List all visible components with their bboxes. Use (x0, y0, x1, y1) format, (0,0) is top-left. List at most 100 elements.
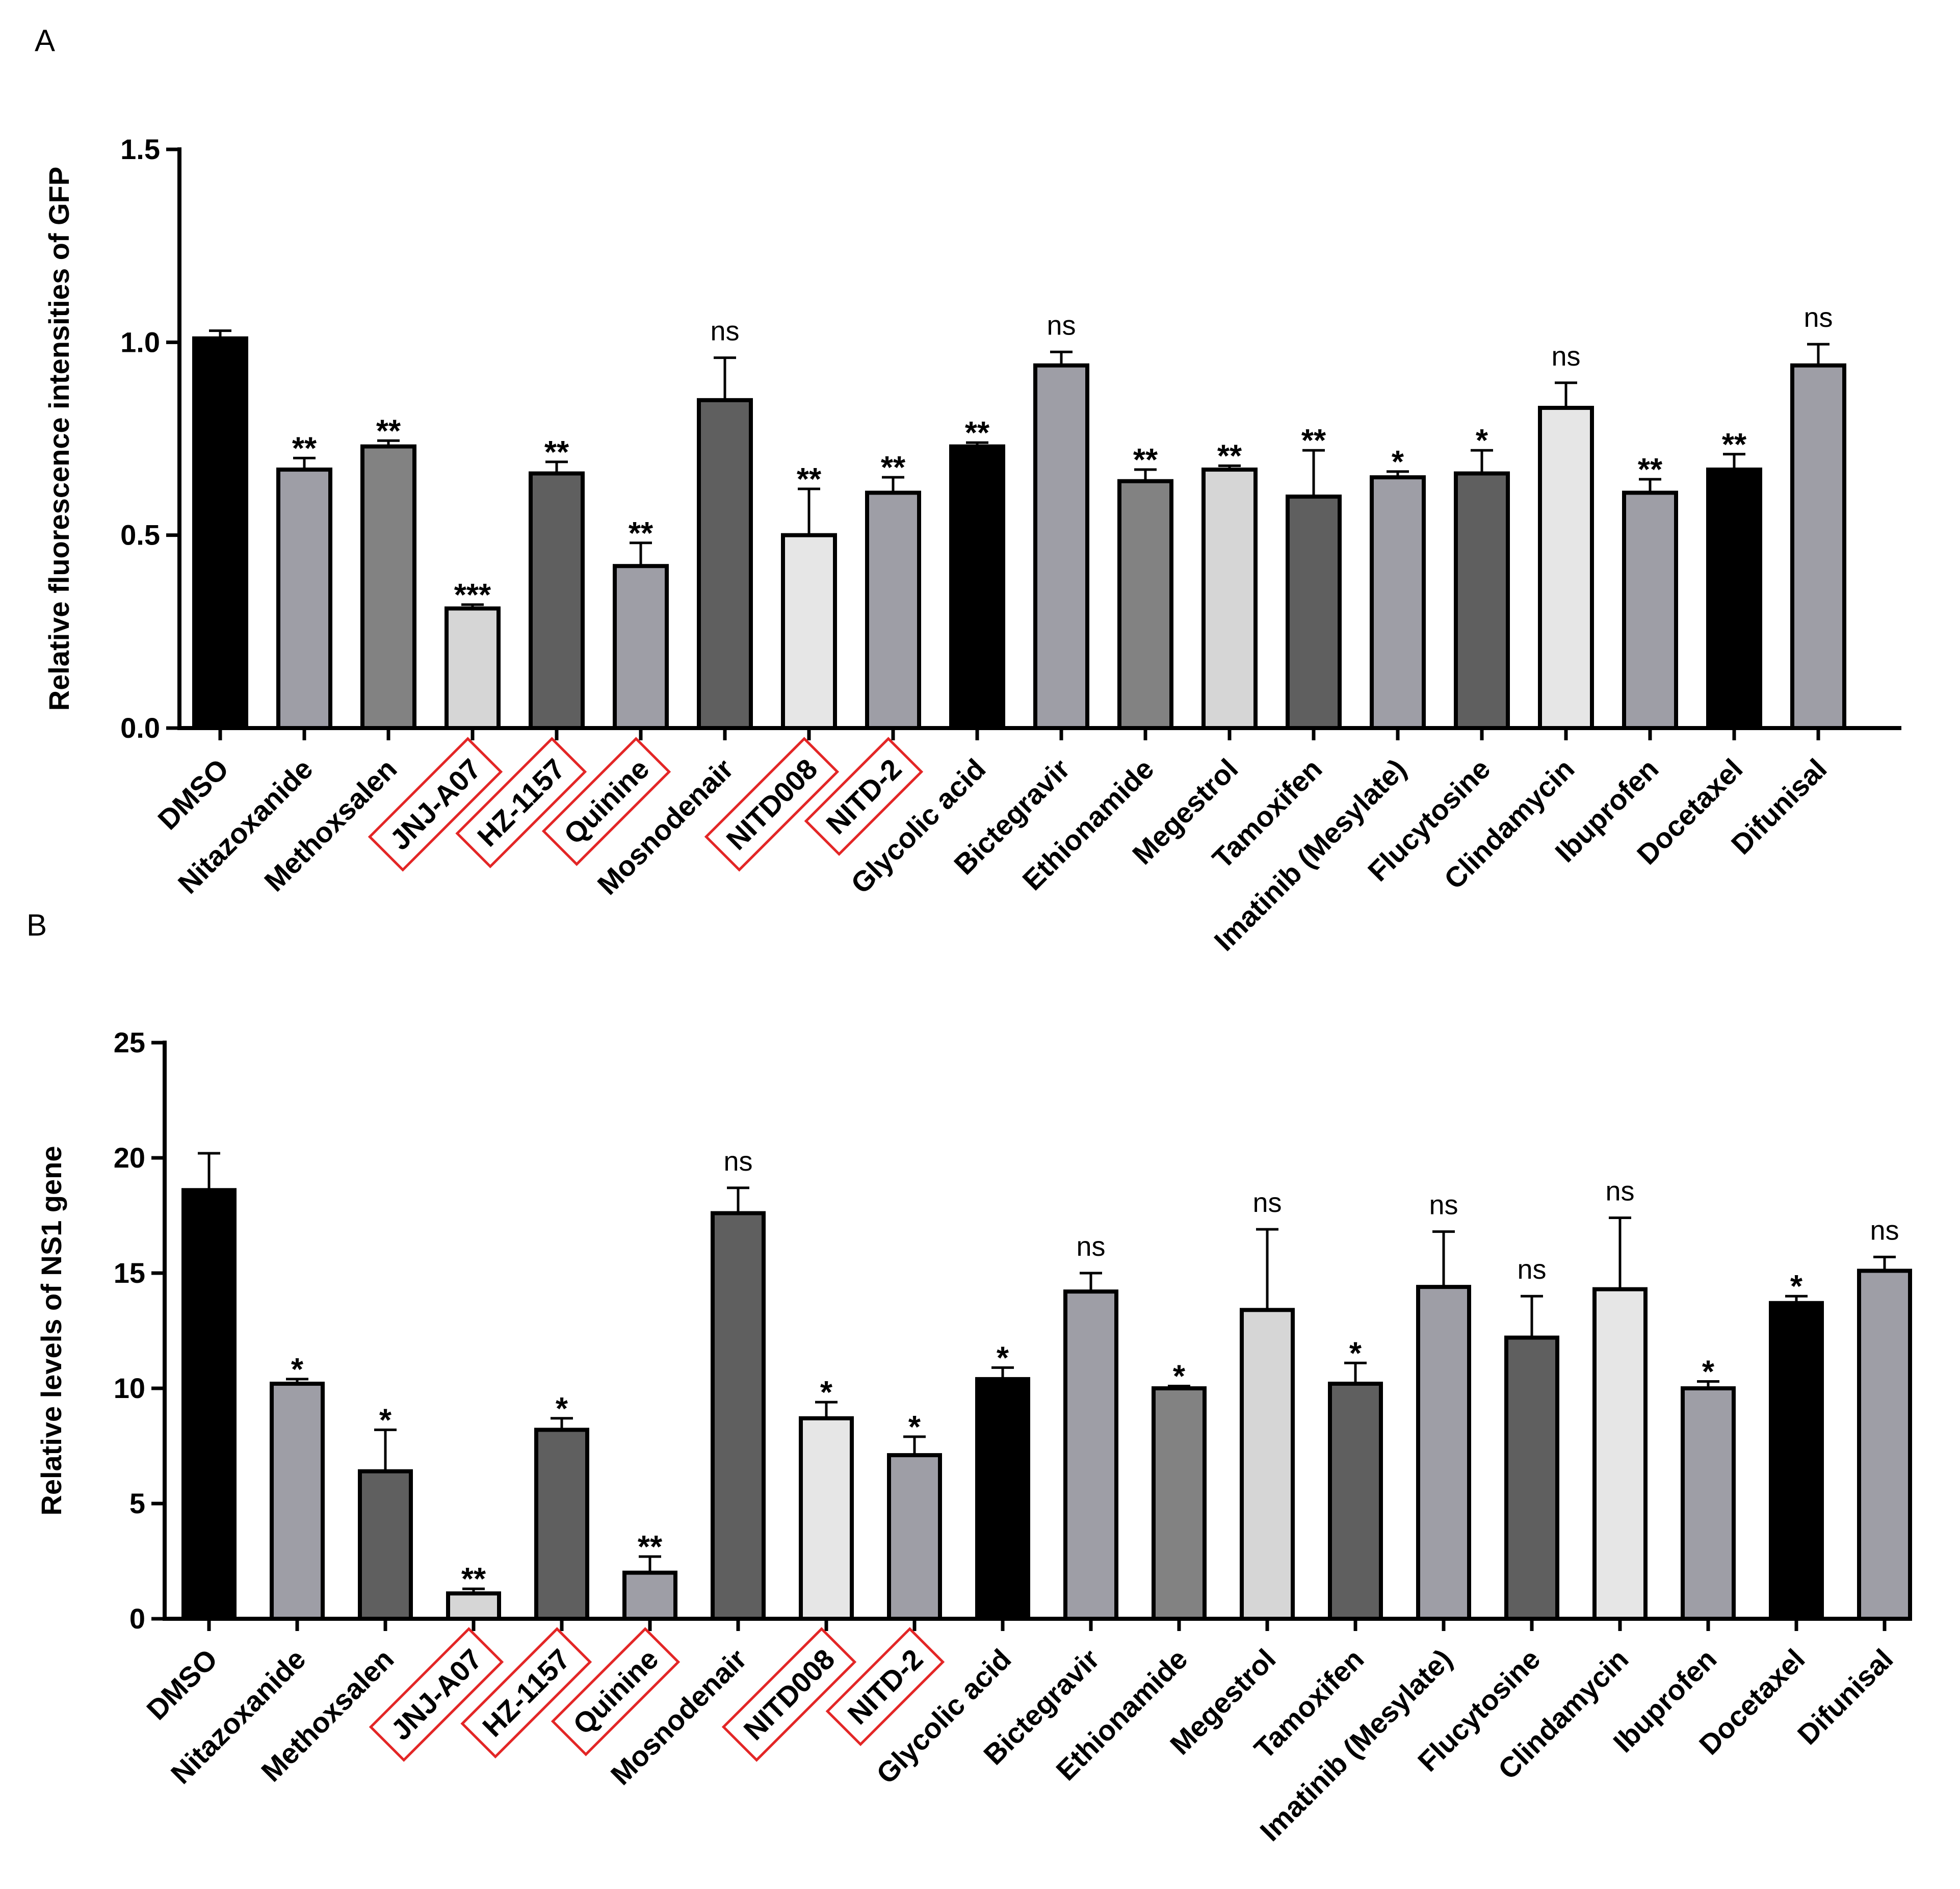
significance-label: * (1790, 1269, 1803, 1304)
highlight-box (368, 737, 503, 872)
bar (1328, 1381, 1383, 1621)
bar (529, 471, 585, 730)
highlight-box (460, 1627, 592, 1759)
x-tick-label: JNJ-A07 (383, 753, 487, 856)
bar (276, 468, 332, 730)
significance-label: ** (292, 431, 317, 466)
bar (1681, 1386, 1736, 1621)
x-tick-label: DMSO (140, 1643, 223, 1726)
highlight-box (551, 1627, 681, 1756)
significance-label: ns (1252, 1187, 1282, 1218)
bar (697, 398, 753, 730)
bar (1504, 1335, 1559, 1621)
bar (1152, 1386, 1207, 1621)
significance-label: ** (629, 516, 654, 551)
bar (446, 1591, 501, 1621)
bar (1622, 490, 1678, 731)
significance-label: ** (797, 462, 822, 497)
significance-label: ns (1605, 1176, 1634, 1207)
significance-label: ** (965, 416, 990, 451)
y-tick-label: 25 (114, 1026, 145, 1058)
bar (1454, 471, 1510, 730)
significance-label: * (1702, 1354, 1715, 1389)
x-tick-label: NITD008 (720, 753, 823, 856)
y-tick-label: 20 (114, 1142, 145, 1174)
significance-label: * (291, 1352, 304, 1387)
x-tick-label: DMSO (151, 753, 234, 836)
chart-panel-b: Relative levels of NS1 gene 0 5 10 15 20 25 DMS… (35, 1026, 1912, 1847)
bar (613, 564, 669, 730)
significance-label: ns (1076, 1231, 1105, 1262)
y-axis-title: Relative fluorescence intensities of GFP (43, 167, 75, 711)
bar (1857, 1269, 1912, 1621)
bar (270, 1381, 325, 1621)
chart-panel-a: Relative fluorescence intensities of GFP… (43, 133, 1901, 957)
bar (799, 1416, 854, 1621)
bar (1592, 1287, 1648, 1621)
x-tick-label: HZ-1157 (476, 1643, 576, 1743)
significance-label: ns (723, 1146, 752, 1177)
significance-label: * (997, 1340, 1009, 1376)
y-tick-label: 15 (114, 1257, 145, 1289)
significance-label: ns (1804, 302, 1833, 333)
panel-label-b: B (27, 908, 47, 942)
significance-label: ** (376, 413, 401, 449)
x-tick-label: Difunisal (1791, 1643, 1899, 1751)
bar (1769, 1301, 1824, 1621)
bar (1370, 475, 1426, 731)
bar (1538, 405, 1594, 730)
bar (358, 1469, 413, 1621)
significance-label: ns (1551, 341, 1580, 372)
significance-label: *** (454, 578, 491, 613)
significance-label: ** (1638, 452, 1663, 487)
significance-label: * (1173, 1359, 1186, 1394)
bar (445, 606, 501, 731)
y-tick-label: 10 (114, 1372, 145, 1404)
significance-label: ns (1429, 1190, 1458, 1221)
highlight-box (721, 1627, 857, 1762)
bar (975, 1377, 1030, 1621)
bar (711, 1211, 766, 1621)
bar (1416, 1285, 1471, 1621)
significance-label: ** (1722, 427, 1747, 462)
y-tick-label: 0.5 (120, 519, 160, 551)
x-tick-label: JNJ-A07 (384, 1643, 488, 1746)
bar (192, 336, 248, 730)
highlight-box (704, 737, 840, 872)
bar (1117, 479, 1173, 730)
bar (360, 444, 416, 730)
bar (181, 1188, 237, 1621)
significance-label: ** (1133, 443, 1158, 478)
y-axis-title: Relative levels of NS1 gene (35, 1146, 67, 1515)
significance-label: ns (1517, 1254, 1546, 1285)
highlight-box (455, 737, 587, 869)
bar (1706, 468, 1762, 730)
significance-label: * (556, 1391, 568, 1427)
highlight-box (541, 737, 671, 866)
bar (1790, 363, 1846, 730)
y-tick-label: 1.0 (120, 326, 160, 358)
highlight-box (825, 1627, 945, 1746)
bar (1240, 1308, 1295, 1621)
bar (1286, 495, 1342, 730)
significance-label: ** (1217, 438, 1242, 474)
bar (534, 1428, 589, 1621)
significance-label: ** (881, 450, 906, 485)
highlight-box (804, 737, 924, 856)
y-tick-label: 5 (129, 1487, 145, 1519)
bar (781, 533, 837, 730)
bar (865, 490, 921, 731)
bar (622, 1570, 677, 1621)
bar (887, 1453, 942, 1621)
x-tick-label: NITD-2 (841, 1643, 929, 1730)
x-tick-label: HZ-1157 (471, 753, 571, 852)
significance-label: ** (638, 1530, 663, 1565)
significance-label: * (820, 1375, 833, 1410)
bar (949, 444, 1005, 730)
bar (1063, 1289, 1118, 1621)
significance-label: * (379, 1403, 392, 1438)
bar (1033, 363, 1089, 730)
significance-label: * (1392, 445, 1404, 480)
bar (1201, 468, 1258, 730)
significance-label: ** (461, 1562, 486, 1597)
